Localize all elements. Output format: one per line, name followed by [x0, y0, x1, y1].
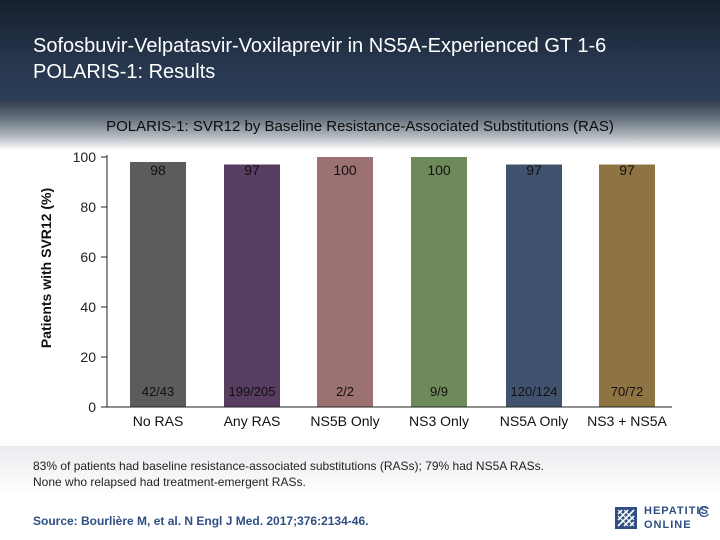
subtitle-band — [0, 100, 720, 150]
bar-value-label: 100 — [427, 162, 451, 178]
bar — [317, 157, 373, 407]
hepatitis-c-online-logo-icon — [615, 507, 637, 529]
bar — [506, 164, 562, 407]
bar-count-label: 2/2 — [336, 384, 354, 399]
y-tick-label: 80 — [80, 199, 96, 215]
footnote-line2: None who relapsed had treatment-emergent… — [33, 475, 306, 489]
source-citation: Source: Bourlière M, et al. N Engl J Med… — [33, 514, 369, 528]
bar — [224, 164, 280, 407]
y-tick-label: 40 — [80, 299, 96, 315]
bar-value-label: 97 — [244, 162, 260, 178]
chart-title: POLARIS-1: SVR12 by Baseline Resistance-… — [106, 118, 614, 135]
x-category-label: NS3 Only — [409, 413, 469, 429]
hepatitis-c-online-logo: HEPATITIS ONLINE C — [614, 504, 714, 534]
bar-count-label: 199/205 — [229, 384, 276, 399]
x-category-label: Any RAS — [224, 413, 281, 429]
bar-count-label: 42/43 — [142, 384, 175, 399]
bar-value-label: 98 — [150, 162, 166, 178]
x-category-label: NS5B Only — [310, 413, 379, 429]
slide-title-line2: POLARIS-1: Results — [33, 61, 216, 83]
bar — [130, 162, 186, 407]
y-tick-label: 60 — [80, 249, 96, 265]
title-banner: Sofosbuvir-Velpatasvir-Voxilaprevir in N… — [0, 0, 720, 100]
bar — [599, 164, 655, 407]
bar-value-label: 100 — [333, 162, 357, 178]
x-category-label: No RAS — [133, 413, 184, 429]
logo-line2: ONLINE — [644, 519, 692, 531]
bar-value-label: 97 — [526, 162, 542, 178]
footnote-band: 83% of patients had baseline resistance-… — [0, 446, 720, 496]
y-tick-label: 0 — [88, 399, 96, 415]
bar-count-label: 120/124 — [511, 384, 558, 399]
slide-title-line1: Sofosbuvir-Velpatasvir-Voxilaprevir in N… — [33, 35, 607, 57]
logo-line1: HEPATITIS — [644, 505, 709, 517]
y-tick-label: 100 — [73, 149, 97, 165]
logo-letter: C — [698, 504, 710, 521]
x-category-label: NS5A Only — [500, 413, 568, 429]
bar-value-label: 97 — [619, 162, 635, 178]
logo-wordmark: HEPATITIS ONLINE — [644, 504, 709, 532]
x-category-label: NS3 + NS5A — [587, 413, 667, 429]
bar-chart: 0 20 40 60 80 100 98 42/43 No RAS 97 199/205 Any RA… — [73, 149, 672, 429]
y-tick-label: 20 — [80, 349, 96, 365]
bar — [411, 157, 467, 407]
slide-title: Sofosbuvir-Velpatasvir-Voxilaprevir in N… — [33, 33, 703, 85]
footnote-line1: 83% of patients had baseline resistance-… — [33, 459, 544, 473]
bar-count-label: 70/72 — [611, 384, 644, 399]
bar-count-label: 9/9 — [430, 384, 448, 399]
